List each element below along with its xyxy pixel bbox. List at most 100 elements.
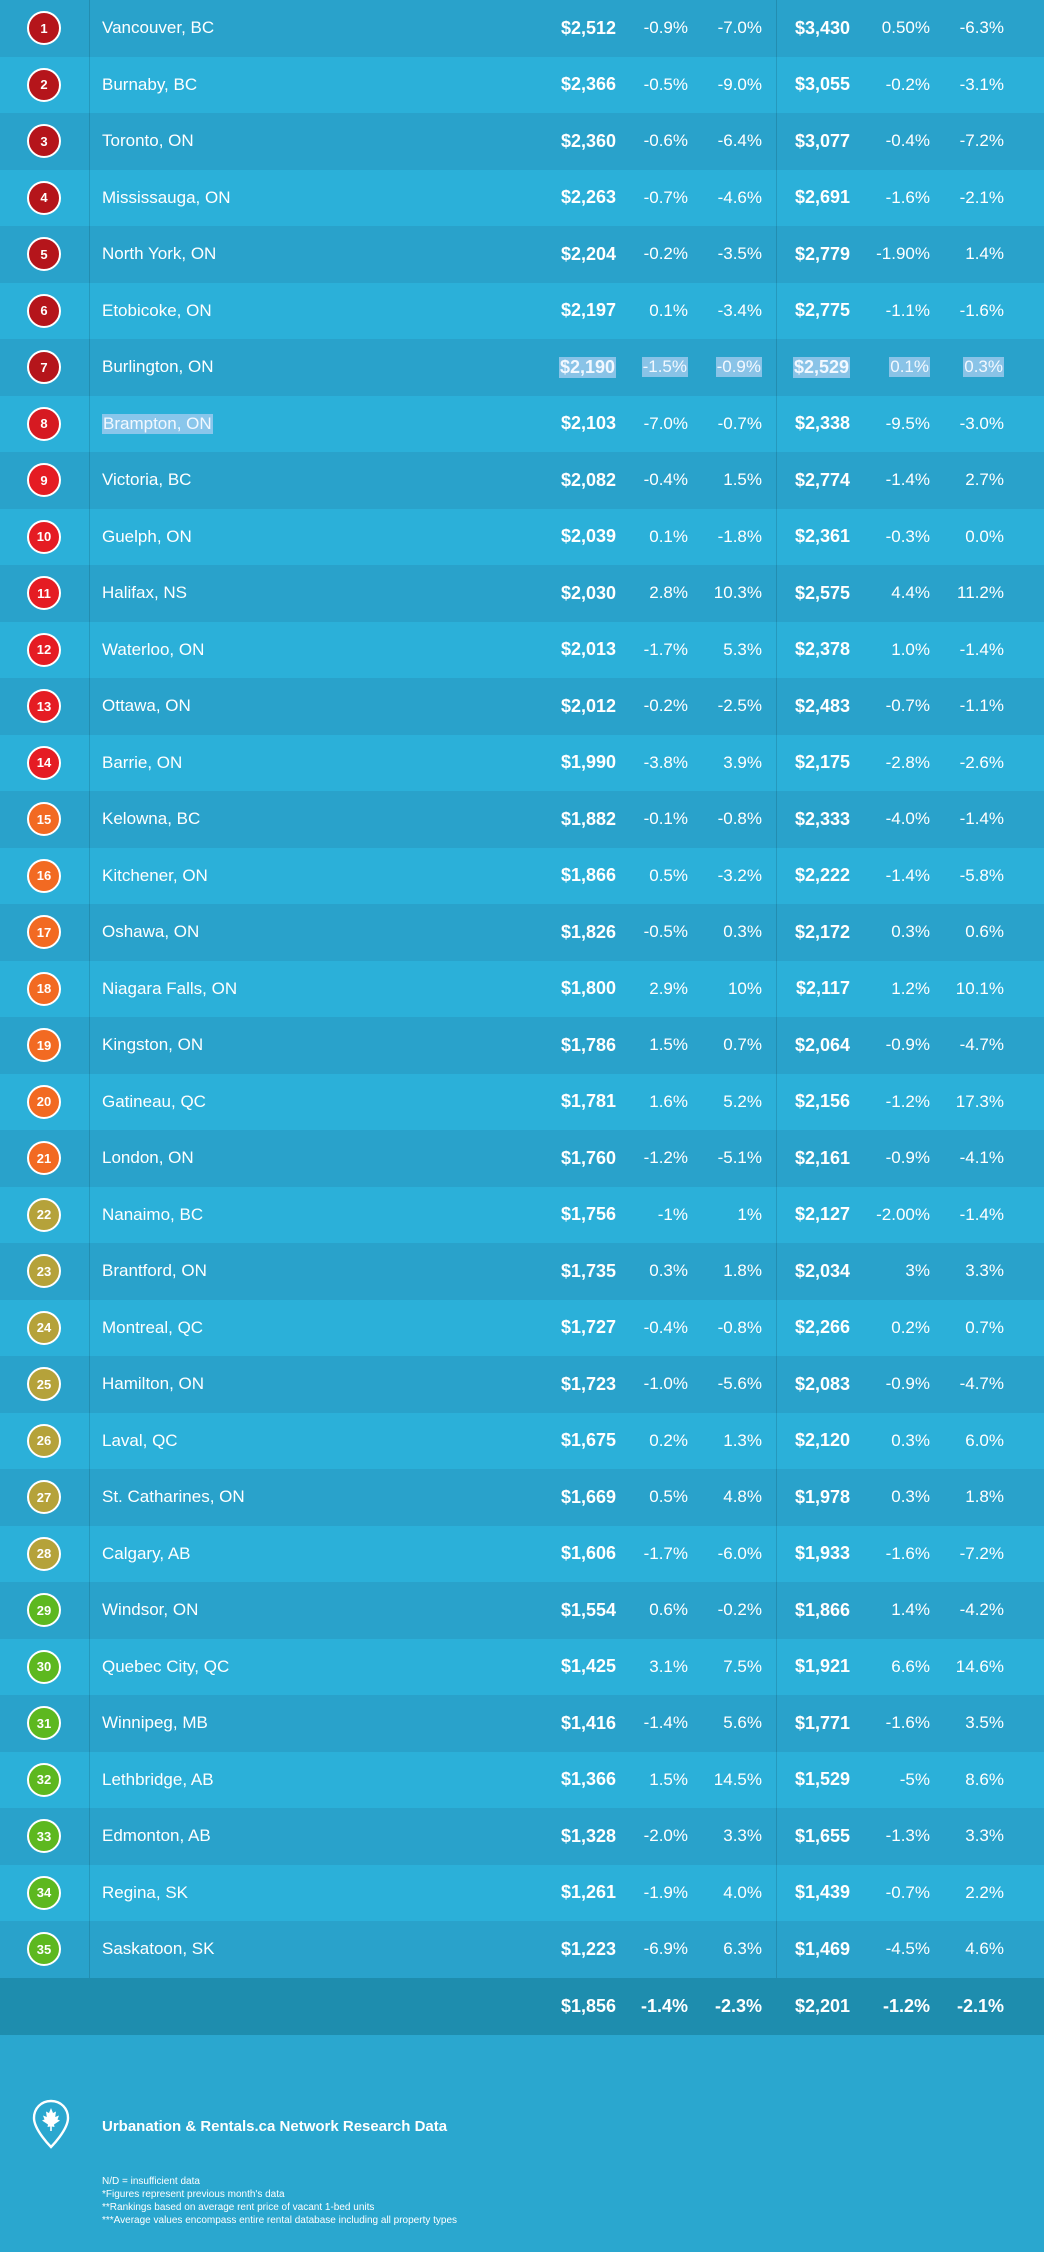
footer-title: Urbanation & Rentals.ca Network Research… bbox=[102, 2117, 448, 2135]
monthly-change-2bed: -4.0% bbox=[856, 791, 930, 848]
column-divider bbox=[89, 904, 90, 961]
city-name: Quebec City, QC bbox=[102, 1639, 229, 1696]
city-name-text: Windsor, ON bbox=[102, 1600, 199, 1620]
avg-rent-2bed: $3,055 bbox=[762, 57, 850, 114]
avg-rent-2bed-value: $2,361 bbox=[794, 526, 850, 547]
annual-change-2bed-value: 4.6% bbox=[965, 1939, 1004, 1959]
avg-rent-1bed-value: $2,039 bbox=[560, 526, 616, 547]
monthly-change-1bed: -1.4% bbox=[626, 1695, 688, 1752]
city-name: Montreal, QC bbox=[102, 1300, 203, 1357]
monthly-change-2bed-value: -1.6% bbox=[885, 1543, 930, 1563]
monthly-change-2bed: 0.50% bbox=[856, 0, 930, 57]
annual-change-2bed: 2.7% bbox=[936, 452, 1004, 509]
avg-rent-2bed-value: $3,055 bbox=[794, 74, 850, 95]
monthly-change-1bed-value: 1.6% bbox=[649, 1091, 688, 1111]
avg-rent-2bed-value: $2,774 bbox=[794, 469, 850, 490]
annual-change-2bed-value: -1.1% bbox=[959, 696, 1004, 716]
avg-rent-2bed-value: $3,430 bbox=[794, 17, 850, 38]
annual-change-1bed: -1.8% bbox=[696, 509, 762, 566]
rent-rankings-table: 1 Vancouver, BC $2,512 -0.9% -7.0% $3,430 0.50… bbox=[0, 0, 1044, 2035]
table-row: 21 London, ON $1,760 -1.2% -5.1% $2,161 -0.9% -… bbox=[0, 1130, 1044, 1187]
annual-change-2bed: 4.6% bbox=[936, 1921, 1004, 1978]
monthly-change-2bed-value: -0.7% bbox=[885, 1882, 930, 1902]
avg-rent-1bed: $2,512 bbox=[520, 0, 616, 57]
avg-rent-1bed: $1,727 bbox=[520, 1300, 616, 1357]
city-name-text: Barrie, ON bbox=[102, 752, 183, 772]
monthly-change-1bed-value: -1.9% bbox=[643, 1882, 688, 1902]
monthly-change-2bed-value: -1.90% bbox=[876, 244, 930, 264]
annual-change-1bed: -3.4% bbox=[696, 283, 762, 340]
annual-change-2bed: -1.1% bbox=[936, 678, 1004, 735]
annual-change-2bed-value: -4.1% bbox=[959, 1148, 1004, 1168]
city-name-text: Kitchener, ON bbox=[102, 865, 208, 885]
city-name: Kingston, ON bbox=[102, 1017, 203, 1074]
rank-number: 6 bbox=[40, 303, 48, 319]
rank-badge: 35 bbox=[27, 1932, 61, 1967]
annual-change-1bed: 5.3% bbox=[696, 622, 762, 679]
total-avg-rent-2bed: $2,201 bbox=[794, 1995, 850, 2016]
avg-rent-2bed-value: $2,120 bbox=[794, 1430, 850, 1451]
monthly-change-2bed-value: -0.2% bbox=[885, 74, 930, 94]
rank-badge: 34 bbox=[27, 1875, 61, 1910]
column-divider bbox=[89, 452, 90, 509]
rank-badge: 2 bbox=[27, 67, 61, 102]
monthly-change-1bed: 1.5% bbox=[626, 1017, 688, 1074]
monthly-change-1bed-value: -0.1% bbox=[643, 809, 688, 829]
rank-number: 19 bbox=[36, 1037, 52, 1053]
monthly-change-2bed: -0.9% bbox=[856, 1017, 930, 1074]
annual-change-1bed-value: 10.3% bbox=[713, 583, 762, 603]
monthly-change-1bed: -1.9% bbox=[626, 1865, 688, 1922]
avg-rent-2bed-value: $1,866 bbox=[794, 1599, 850, 1620]
column-divider bbox=[776, 508, 777, 565]
city-name-text: Burnaby, BC bbox=[102, 74, 198, 94]
city-name-text: Gatineau, QC bbox=[102, 1091, 206, 1111]
annual-change-1bed-value: -5.6% bbox=[717, 1374, 762, 1394]
annual-change-1bed: -0.8% bbox=[696, 791, 762, 848]
rank-badge: 23 bbox=[27, 1254, 61, 1289]
rank-badge: 29 bbox=[27, 1593, 61, 1628]
monthly-change-1bed: 0.5% bbox=[626, 848, 688, 905]
column-divider bbox=[776, 1186, 777, 1243]
column-divider bbox=[89, 678, 90, 735]
avg-rent-2bed-value: $2,378 bbox=[794, 639, 850, 660]
table-row: 8 Brampton, ON $2,103 -7.0% -0.7% $2,338 -9.5%… bbox=[0, 395, 1044, 453]
table-row: 12 Waterloo, ON $2,013 -1.7% 5.3% $2,378 1.0% -… bbox=[0, 621, 1044, 679]
avg-rent-2bed: $2,064 bbox=[762, 1017, 850, 1074]
rank-number: 18 bbox=[36, 981, 52, 997]
avg-rent-2bed: $3,430 bbox=[762, 0, 850, 57]
annual-change-2bed-value: 0.3% bbox=[963, 357, 1004, 378]
avg-rent-1bed: $2,103 bbox=[520, 396, 616, 453]
monthly-change-2bed: -9.5% bbox=[856, 396, 930, 453]
monthly-change-2bed-value: -1.4% bbox=[885, 470, 930, 490]
annual-change-2bed: -4.7% bbox=[936, 1017, 1004, 1074]
avg-rent-2bed-value: $2,156 bbox=[794, 1091, 850, 1112]
annual-change-1bed: -9.0% bbox=[696, 57, 762, 114]
monthly-change-2bed-value: -9.5% bbox=[885, 413, 930, 433]
avg-rent-1bed: $1,786 bbox=[520, 1017, 616, 1074]
column-divider bbox=[776, 621, 777, 678]
avg-rent-2bed: $2,120 bbox=[762, 1413, 850, 1470]
city-name: Burlington, ON bbox=[102, 339, 214, 396]
monthly-change-2bed: -1.1% bbox=[856, 283, 930, 340]
avg-rent-1bed: $1,800 bbox=[520, 961, 616, 1018]
annual-change-2bed: 11.2% bbox=[936, 565, 1004, 622]
avg-rent-2bed-value: $2,266 bbox=[794, 1317, 850, 1338]
avg-rent-2bed-value: $1,655 bbox=[794, 1825, 850, 1846]
avg-rent-1bed-value: $1,735 bbox=[560, 1260, 616, 1281]
monthly-change-1bed-value: -2.0% bbox=[643, 1826, 688, 1846]
monthly-change-1bed: 3.1% bbox=[626, 1639, 688, 1696]
annual-change-1bed: 5.6% bbox=[696, 1695, 762, 1752]
avg-rent-2bed: $1,866 bbox=[762, 1582, 850, 1639]
annual-change-1bed: 3.9% bbox=[696, 735, 762, 792]
annual-change-1bed: -6.4% bbox=[696, 113, 762, 170]
annual-change-2bed-value: 2.2% bbox=[965, 1882, 1004, 1902]
column-divider bbox=[89, 1073, 90, 1130]
annual-change-1bed-value: -0.2% bbox=[717, 1600, 762, 1620]
annual-change-2bed-value: -1.4% bbox=[959, 809, 1004, 829]
monthly-change-2bed-value: -0.9% bbox=[885, 1035, 930, 1055]
avg-rent-2bed-value: $2,064 bbox=[794, 1034, 850, 1055]
rank-badge: 17 bbox=[27, 915, 61, 950]
monthly-change-1bed: -6.9% bbox=[626, 1921, 688, 1978]
avg-rent-1bed-value: $2,190 bbox=[558, 356, 616, 378]
column-divider bbox=[89, 791, 90, 848]
